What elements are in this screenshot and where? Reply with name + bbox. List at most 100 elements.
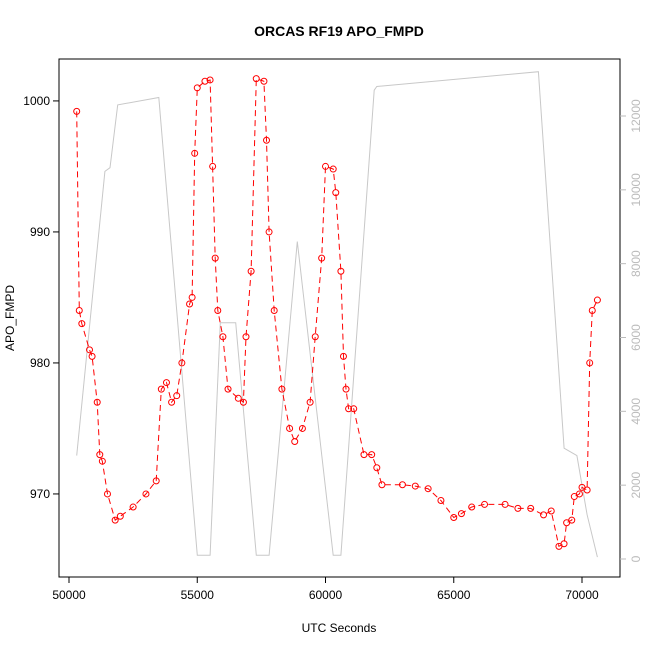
- data-point: [93, 398, 101, 406]
- data-point: [568, 516, 576, 524]
- data-point: [527, 504, 535, 512]
- data-point: [501, 500, 509, 508]
- data-point: [191, 149, 199, 157]
- data-point: [96, 451, 104, 459]
- data-point: [206, 76, 214, 84]
- data-point: [214, 307, 222, 315]
- data-point: [337, 267, 345, 275]
- data-point: [547, 507, 555, 515]
- data-point: [98, 457, 106, 465]
- data-point: [209, 162, 217, 170]
- data-point: [73, 107, 81, 115]
- data-point: [306, 398, 314, 406]
- data-point: [142, 490, 150, 498]
- data-point: [116, 512, 124, 520]
- data-point: [201, 77, 209, 85]
- data-point: [188, 293, 196, 301]
- y2-tick-label: 10000: [629, 173, 643, 207]
- data-point: [75, 307, 83, 315]
- data-point: [398, 481, 406, 489]
- data-point: [270, 307, 278, 315]
- data-point: [575, 490, 583, 498]
- data-point: [588, 307, 596, 315]
- data-point: [260, 77, 268, 85]
- data-point: [152, 477, 160, 485]
- x-tick-label: 50000: [52, 588, 86, 602]
- y2-tick-label: 12000: [629, 99, 643, 133]
- y-axis-title: APO_FMPD: [3, 285, 17, 351]
- data-point: [332, 189, 340, 197]
- data-point: [318, 254, 326, 262]
- data-point: [560, 540, 568, 548]
- series-line: [76, 71, 598, 558]
- data-point: [350, 405, 358, 413]
- data-point: [111, 516, 119, 524]
- data-point: [157, 385, 165, 393]
- data-point: [186, 300, 194, 308]
- data-point: [129, 503, 137, 511]
- x-tick-label: 55000: [181, 588, 215, 602]
- data-point: [586, 359, 594, 367]
- data-point: [339, 352, 347, 360]
- data-point: [86, 346, 94, 354]
- data-point: [411, 482, 419, 490]
- data-point: [103, 490, 111, 498]
- y2-tick-label: 6000: [629, 324, 643, 351]
- data-point: [224, 385, 232, 393]
- data-point: [168, 398, 176, 406]
- data-point: [298, 424, 306, 432]
- data-point: [468, 503, 476, 511]
- data-point: [540, 511, 548, 519]
- data-point: [368, 451, 376, 459]
- data-point: [263, 136, 271, 144]
- data-point: [247, 267, 255, 275]
- data-point: [583, 486, 591, 494]
- y2-tick-label: 4000: [629, 398, 643, 425]
- data-point: [481, 500, 489, 508]
- y2-tick-label: 0: [629, 555, 643, 562]
- data-point: [342, 385, 350, 393]
- data-point: [593, 296, 601, 304]
- x-tick-label: 60000: [309, 588, 343, 602]
- data-point: [265, 228, 273, 236]
- y-tick-label: 990: [30, 225, 50, 239]
- data-point: [239, 398, 247, 406]
- data-point: [373, 464, 381, 472]
- data-point: [514, 504, 522, 512]
- y-tick-label: 970: [30, 487, 50, 501]
- data-point: [78, 320, 86, 328]
- data-point: [329, 165, 337, 173]
- y2-tick-label: 8000: [629, 250, 643, 277]
- y-tick-label: 1000: [23, 94, 50, 108]
- data-point: [378, 481, 386, 489]
- data-point: [286, 424, 294, 432]
- data-point: [193, 84, 201, 92]
- data-point: [291, 438, 299, 446]
- data-point: [437, 496, 445, 504]
- data-point: [211, 254, 219, 262]
- data-point: [278, 385, 286, 393]
- data-point: [450, 514, 458, 522]
- x-tick-label: 65000: [437, 588, 471, 602]
- data-point: [360, 451, 368, 459]
- series-line: [76, 78, 598, 548]
- y-tick-label: 980: [30, 356, 50, 370]
- data-point: [178, 359, 186, 367]
- data-point: [424, 485, 432, 493]
- data-point: [234, 394, 242, 402]
- y2-tick-label: 2000: [629, 471, 643, 498]
- x-axis-title: UTC Seconds: [302, 621, 377, 635]
- data-point: [162, 379, 170, 387]
- data-point: [252, 75, 260, 83]
- chart-title: ORCAS RF19 APO_FMPD: [254, 23, 424, 39]
- x-tick-label: 70000: [565, 588, 599, 602]
- data-point: [88, 352, 96, 360]
- data-point: [311, 333, 319, 341]
- data-point: [173, 392, 181, 400]
- data-point: [322, 162, 330, 170]
- data-point: [345, 405, 353, 413]
- data-point: [457, 510, 465, 518]
- plot-frame: [58, 58, 621, 578]
- data-point: [219, 333, 227, 341]
